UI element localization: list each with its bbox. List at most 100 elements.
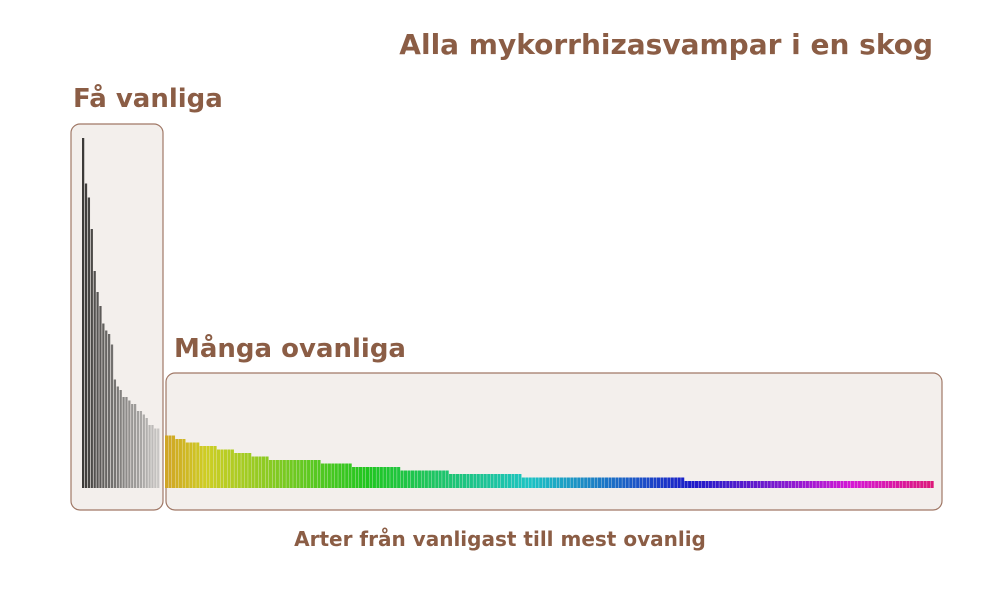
bar	[625, 477, 629, 488]
bar	[830, 481, 834, 488]
bar	[885, 481, 889, 488]
bar	[837, 481, 841, 488]
bars-common	[82, 138, 160, 488]
bar	[397, 467, 401, 488]
bar	[802, 481, 806, 488]
bar	[591, 477, 595, 488]
bar	[136, 411, 140, 488]
bar	[930, 481, 934, 488]
bar	[296, 460, 300, 488]
bar	[736, 481, 740, 488]
bar	[324, 463, 328, 488]
bar	[400, 470, 404, 488]
bar	[518, 474, 522, 488]
bar	[265, 456, 269, 488]
bar	[726, 481, 730, 488]
bar	[871, 481, 875, 488]
bar	[740, 481, 744, 488]
bar	[286, 460, 290, 488]
bar	[875, 481, 879, 488]
bar	[816, 481, 820, 488]
bar	[431, 470, 435, 488]
bar	[805, 481, 809, 488]
bar	[466, 474, 470, 488]
bar	[379, 467, 383, 488]
bar	[480, 474, 484, 488]
group-label-rare: Många ovanliga	[174, 334, 406, 364]
bar	[854, 481, 858, 488]
bar	[345, 463, 349, 488]
bar	[778, 481, 782, 488]
bar	[826, 481, 830, 488]
bar	[674, 477, 678, 488]
bar	[331, 463, 335, 488]
bar	[753, 481, 757, 488]
bar	[407, 470, 411, 488]
bar	[185, 442, 189, 488]
bar	[840, 481, 844, 488]
bar	[445, 470, 449, 488]
bar	[171, 435, 176, 488]
bar	[909, 481, 913, 488]
bar	[785, 481, 789, 488]
bar	[131, 404, 134, 488]
bar	[701, 481, 706, 488]
bar	[175, 439, 179, 488]
bar	[746, 481, 751, 488]
bar	[611, 477, 615, 488]
bar	[580, 477, 584, 488]
bar	[691, 481, 695, 488]
bar	[868, 481, 872, 488]
bar	[892, 481, 896, 488]
bar	[227, 449, 231, 488]
bar	[791, 481, 796, 488]
bar	[390, 467, 394, 488]
bar	[352, 467, 356, 488]
bar	[258, 456, 262, 488]
bar	[473, 474, 477, 488]
bar	[663, 477, 667, 488]
bar	[708, 481, 712, 488]
bar	[134, 404, 137, 488]
bar	[178, 439, 182, 488]
bar	[771, 481, 775, 488]
bar	[303, 460, 307, 488]
bar	[764, 481, 768, 488]
bar	[255, 456, 259, 488]
bar	[584, 477, 588, 488]
bar	[636, 477, 640, 488]
bar	[535, 477, 539, 488]
bar	[719, 481, 723, 488]
bar	[452, 474, 456, 488]
bar	[483, 474, 487, 488]
bar	[99, 306, 102, 488]
bar	[705, 481, 709, 488]
bar	[788, 481, 792, 488]
bar	[128, 400, 131, 488]
bar	[643, 477, 647, 488]
bar	[604, 477, 609, 488]
bar	[514, 474, 518, 488]
bar	[410, 470, 415, 488]
bar	[310, 460, 314, 488]
bar	[469, 474, 473, 488]
bar	[767, 481, 771, 488]
bar	[122, 397, 125, 488]
group-box-rare	[165, 372, 943, 511]
bar	[601, 477, 605, 488]
bar	[139, 411, 143, 488]
bar	[96, 292, 99, 488]
bar	[358, 467, 363, 488]
bar	[417, 470, 421, 488]
bar	[210, 446, 214, 488]
bar	[365, 467, 370, 488]
bar	[369, 467, 373, 488]
bar	[542, 477, 546, 488]
bar	[694, 481, 699, 488]
bar	[882, 481, 886, 488]
bar	[798, 481, 803, 488]
bar	[812, 481, 816, 488]
bar	[272, 460, 276, 488]
bar	[182, 439, 186, 488]
